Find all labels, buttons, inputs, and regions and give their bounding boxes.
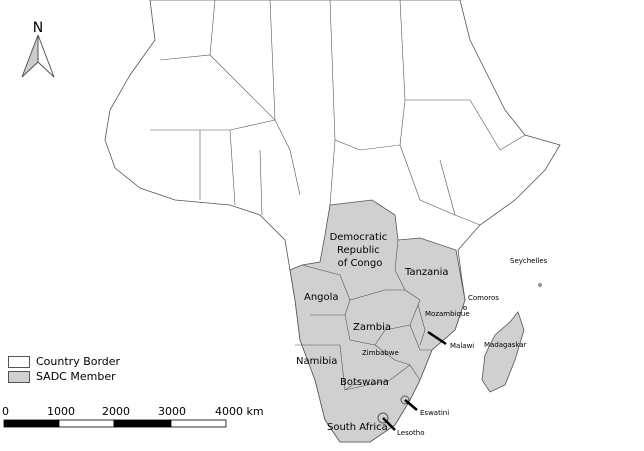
label-zambia: Zambia [353,322,391,333]
label-seychelles: Seychelles [510,257,548,265]
scale-tick-1000: 1000 [47,405,75,418]
label-mozambique: Mozambique [425,310,470,318]
label-tanzania: Tanzania [404,267,449,278]
svg-text:N: N [33,20,43,36]
leader-lines [382,330,447,431]
sadc-region [289,199,466,443]
label-lesotho: Lesotho [397,429,424,437]
country-borders-north [150,0,526,226]
label-namibia: Namibia [296,356,337,367]
north-arrow-icon: N [21,20,55,78]
madagascar-shape [481,311,525,393]
label-south-africa: South Africa [327,422,388,433]
legend-item-country-border: Country Border [8,354,120,369]
scale-tick-4000: 4000 km [215,405,264,418]
label-angola: Angola [304,292,339,303]
label-zimbabwe: Zimbabwe [362,349,399,357]
comoros-shape [463,306,467,310]
label-comoros: Comoros [468,294,499,302]
label-botswana: Botswana [340,377,389,388]
scale-tick-2000: 2000 [102,405,130,418]
label-malawi: Malawi [450,342,474,350]
label-madagascar: Madagaskar [484,341,527,349]
label-drc: Democratic Republic of Congo [330,232,391,269]
legend-item-sadc-member: SADC Member [8,369,120,384]
scale-tick-3000: 3000 [158,405,186,418]
seychelles-shape [538,283,542,287]
scale-bar [3,419,227,428]
legend: Country Border SADC Member [8,354,120,384]
label-eswatini: Eswatini [420,409,449,417]
scale-tick-0: 0 [2,405,9,418]
sadc-internal-borders [295,239,432,391]
